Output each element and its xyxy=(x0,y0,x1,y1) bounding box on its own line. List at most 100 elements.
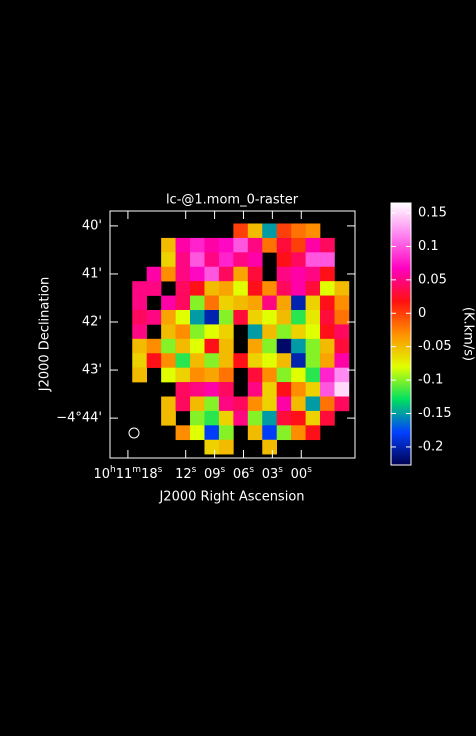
raster-cell xyxy=(218,382,234,397)
raster-cell xyxy=(132,338,147,354)
raster-cell xyxy=(218,439,234,455)
raster-cell xyxy=(175,425,191,441)
raster-cell xyxy=(276,266,292,282)
raster-cell xyxy=(204,237,220,253)
raster-cell xyxy=(218,425,234,441)
plot-frame xyxy=(109,210,356,459)
raster-cell xyxy=(247,367,263,383)
colorbar-tick-label: -0.05 xyxy=(418,339,452,354)
raster-cell xyxy=(161,309,176,325)
raster-cell xyxy=(305,396,321,412)
raster-cell xyxy=(291,266,306,282)
raster-cell xyxy=(190,367,205,383)
raster-cell xyxy=(218,410,234,426)
raster-cell xyxy=(291,382,306,397)
raster-cell xyxy=(262,439,278,455)
raster-cell xyxy=(262,223,278,239)
raster-cell xyxy=(247,396,263,412)
raster-cell xyxy=(175,382,191,397)
raster-cell xyxy=(204,324,220,340)
raster-cell xyxy=(204,410,220,426)
raster-cell xyxy=(218,338,234,354)
raster-cell xyxy=(204,281,220,296)
colorbar-tick-label: 0 xyxy=(418,306,426,321)
raster-cell xyxy=(305,382,321,397)
raster-cell xyxy=(175,266,191,282)
raster-cell xyxy=(175,237,191,253)
raster-cell xyxy=(334,396,350,412)
raster-cell xyxy=(190,382,205,397)
raster-cell xyxy=(175,324,191,340)
raster-cell xyxy=(247,223,263,239)
raster-cell xyxy=(161,353,176,368)
raster-cell xyxy=(247,237,263,253)
raster-cell xyxy=(218,237,234,253)
raster-cell xyxy=(175,281,191,296)
raster-cell xyxy=(218,396,234,412)
raster-cell xyxy=(190,410,205,426)
raster-cell xyxy=(334,324,350,340)
raster-cell xyxy=(233,223,249,239)
y-axis-label: J2000 Declination xyxy=(38,277,53,393)
raster-cell xyxy=(218,266,234,282)
raster-cell xyxy=(320,237,335,253)
raster-cell xyxy=(233,237,249,253)
raster-cell xyxy=(161,266,176,282)
raster-cell xyxy=(276,382,292,397)
raster-cell xyxy=(291,353,306,368)
colorbar-tick-label: 0.05 xyxy=(418,272,447,287)
raster-cell xyxy=(305,223,321,239)
raster-cell xyxy=(262,338,278,354)
raster-cell xyxy=(305,295,321,311)
raster-cell xyxy=(132,281,147,296)
raster-cell xyxy=(190,353,205,368)
raster-cell xyxy=(204,439,220,455)
raster-cell xyxy=(262,396,278,412)
colorbar-tick-label: -0.2 xyxy=(418,439,443,454)
raster-cell xyxy=(320,338,335,354)
raster-cell xyxy=(190,309,205,325)
raster-cell xyxy=(190,338,205,354)
raster-cell xyxy=(262,367,278,383)
raster-cell xyxy=(305,338,321,354)
raster-cell xyxy=(276,353,292,368)
raster-cell xyxy=(276,295,292,311)
raster-cell xyxy=(291,425,306,441)
y-tick-label: −4°44' xyxy=(56,411,102,426)
x-tick-label: 12s xyxy=(175,465,197,482)
raster-cell xyxy=(218,281,234,296)
raster-cell xyxy=(262,281,278,296)
raster-cell xyxy=(161,237,176,253)
x-tick-label: 09s xyxy=(204,465,226,482)
raster-cell xyxy=(291,223,306,239)
raster-cell xyxy=(175,309,191,325)
raster-cell xyxy=(291,237,306,253)
raster-cell xyxy=(218,367,234,383)
colorbar xyxy=(390,202,412,466)
raster-cell xyxy=(161,396,176,412)
raster-cell xyxy=(305,324,321,340)
raster-cell xyxy=(262,410,278,426)
raster-cell xyxy=(247,338,263,354)
raster-cell xyxy=(305,281,321,296)
raster-cell xyxy=(146,281,162,296)
raster-cell xyxy=(204,252,220,268)
raster-cell xyxy=(247,353,263,368)
raster-cell xyxy=(305,266,321,282)
raster-cell xyxy=(175,295,191,311)
raster-cell xyxy=(204,266,220,282)
raster-cell xyxy=(175,367,191,383)
raster-cell xyxy=(233,353,249,368)
raster-cell xyxy=(132,353,147,368)
raster-cell xyxy=(247,425,263,441)
raster-cell xyxy=(305,237,321,253)
colorbar-tick-label: -0.1 xyxy=(418,373,443,388)
raster-cell xyxy=(190,324,205,340)
raster-cell xyxy=(334,367,350,383)
raster-cell xyxy=(320,281,335,296)
raster-cell xyxy=(291,295,306,311)
raster-cell xyxy=(276,309,292,325)
raster-cell xyxy=(276,396,292,412)
